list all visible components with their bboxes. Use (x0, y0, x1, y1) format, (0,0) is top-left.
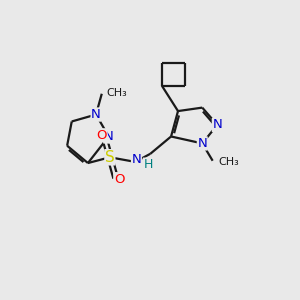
Text: N: N (197, 137, 207, 150)
Text: H: H (143, 158, 153, 171)
Text: CH₃: CH₃ (106, 88, 127, 98)
Text: O: O (97, 129, 107, 142)
Text: N: N (104, 130, 114, 143)
Text: CH₃: CH₃ (218, 157, 239, 167)
Text: O: O (114, 173, 124, 186)
Text: N: N (91, 108, 101, 121)
Text: N: N (212, 118, 222, 131)
Text: N: N (132, 153, 141, 166)
Text: S: S (105, 150, 115, 165)
